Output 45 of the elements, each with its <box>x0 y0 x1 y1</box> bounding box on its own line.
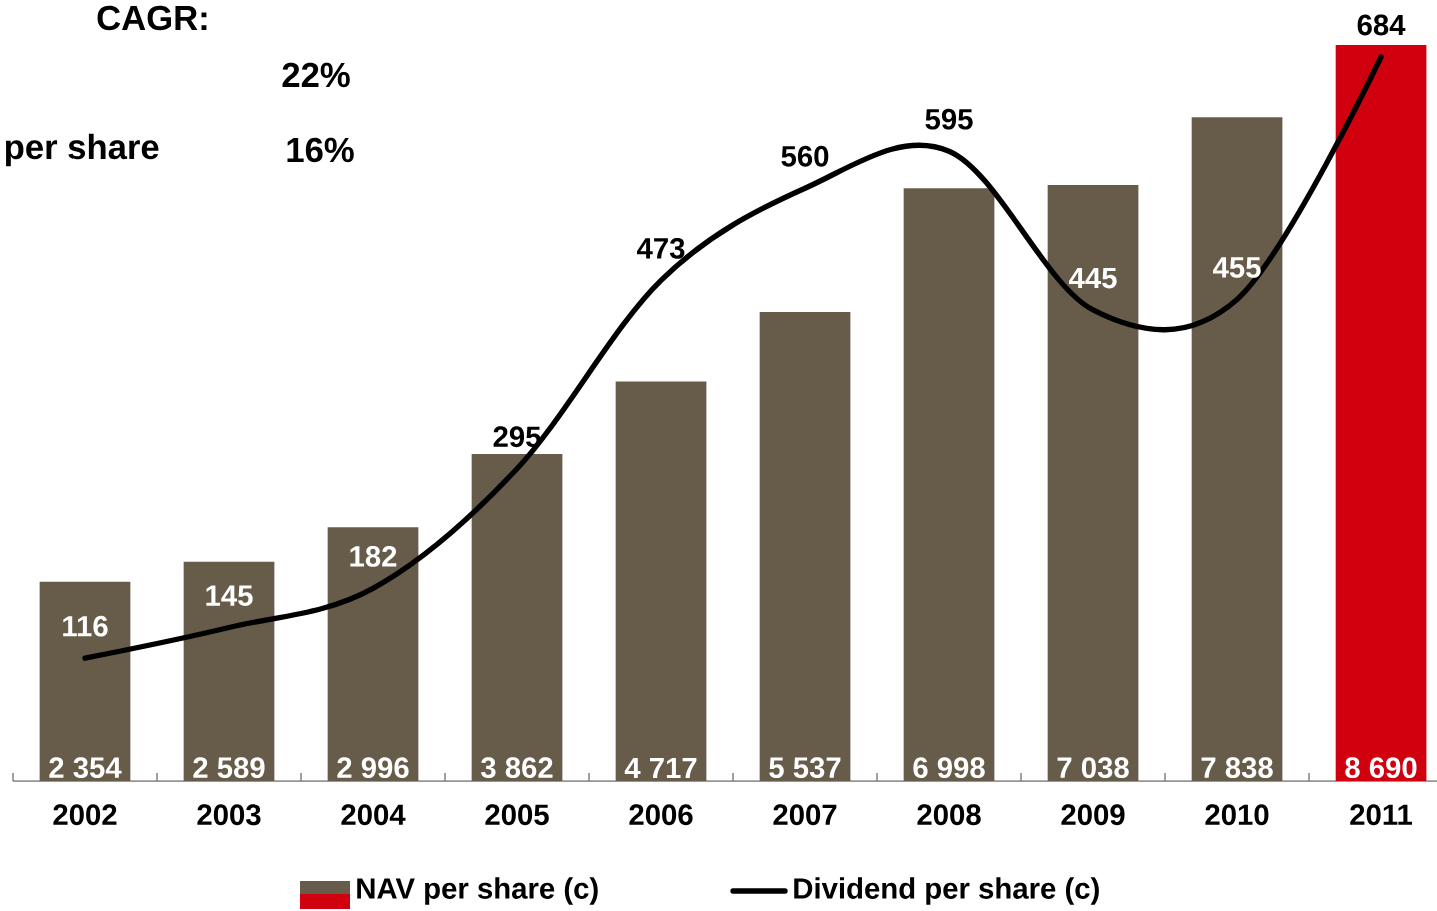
x-tick-label: 2008 <box>917 804 981 826</box>
bar <box>903 188 995 781</box>
x-tick-label: 2007 <box>773 804 837 826</box>
legend-label: Dividend per share (c) <box>794 877 1099 905</box>
data-label: 4 717 <box>624 757 697 779</box>
bar <box>1335 45 1427 781</box>
data-label: 5 537 <box>769 757 841 779</box>
legend-label: NAV per share (c) <box>357 877 598 905</box>
data-label: 6 998 <box>913 757 985 779</box>
data-label: 445 <box>1069 267 1117 289</box>
x-tick-label: 2009 <box>1061 804 1125 826</box>
bar <box>759 312 851 781</box>
annotation: per share <box>5 133 159 167</box>
data-label: 2 354 <box>49 757 122 779</box>
bar <box>183 561 275 781</box>
annotation: 16% <box>287 137 354 163</box>
data-label: 145 <box>206 585 253 606</box>
data-label: 2 589 <box>193 757 265 779</box>
text: CAGR: <box>97 5 207 31</box>
x-tick-label: 2002 <box>53 804 117 826</box>
data-label: 560 <box>781 145 829 167</box>
data-label: 595 <box>925 108 973 130</box>
x-tick-label: 2010 <box>1205 804 1269 826</box>
data-label: 182 <box>350 545 397 567</box>
data-label: 2 996 <box>337 757 409 779</box>
bar <box>39 581 131 781</box>
data-label: 473 <box>636 237 685 259</box>
data-label: 7 038 <box>1057 757 1129 779</box>
data-label: 7 838 <box>1201 757 1273 779</box>
bar <box>615 381 707 781</box>
annotation: 22% <box>282 62 350 88</box>
x-tick-label: 2006 <box>629 804 693 826</box>
data-label: 684 <box>1357 14 1406 36</box>
x-tick-label: 2005 <box>485 804 549 826</box>
bar <box>1191 117 1283 781</box>
x-tick-label: 2004 <box>341 804 406 826</box>
data-label: 116 <box>63 615 108 637</box>
bar <box>327 527 419 781</box>
bar <box>1047 184 1139 781</box>
x-tick-label: 2003 <box>197 804 261 826</box>
data-label: 8 690 <box>1345 757 1417 779</box>
data-label: 3 862 <box>480 757 553 779</box>
x-tick-label: 2011 <box>1350 804 1413 826</box>
bar <box>471 453 563 781</box>
data-label: 455 <box>1213 257 1261 278</box>
